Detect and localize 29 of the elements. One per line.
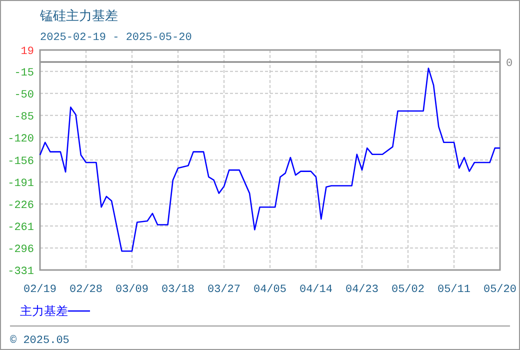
- y-tick-label: -15: [14, 67, 34, 80]
- x-tick-label: 05/02: [391, 284, 425, 296]
- x-tick-label: 03/18: [161, 284, 195, 296]
- y-tick-label: -50: [14, 89, 34, 102]
- y-tick-label: -331: [8, 266, 34, 278]
- text: © 2025.05: [10, 335, 70, 347]
- y-tick-label: -296: [8, 244, 34, 256]
- y-tick-label: -85: [14, 111, 34, 124]
- chart-subtitle: 2025-02-19 - 2025-05-20: [40, 32, 192, 44]
- y-tick-label: -156: [8, 156, 34, 168]
- y-tick-label: -261: [8, 222, 34, 234]
- chart-title: 锰硅主力基差: [39, 8, 118, 24]
- legend-label: 主力基差: [20, 304, 68, 318]
- x-tick-label: 05/11: [437, 284, 471, 296]
- x-tick-label: 04/23: [345, 284, 379, 296]
- y-tick-label: -191: [8, 178, 34, 190]
- ref-line-label: 0: [506, 58, 513, 70]
- x-tick-label: 05/20: [483, 284, 517, 296]
- x-tick-label: 03/09: [115, 284, 149, 296]
- x-tick-label: 03/27: [207, 284, 241, 296]
- x-tick-label: 02/28: [69, 284, 103, 296]
- x-tick-label: 04/14: [299, 284, 333, 296]
- x-tick-label: 02/19: [23, 284, 57, 296]
- legend: 主力基差: [20, 304, 90, 318]
- y-tick-label: -226: [8, 200, 34, 212]
- line-series: [39, 68, 501, 252]
- x-tick-label: 04/05: [253, 284, 287, 296]
- y-tick-label: 19: [20, 46, 34, 58]
- y-tick-label: -120: [8, 133, 34, 146]
